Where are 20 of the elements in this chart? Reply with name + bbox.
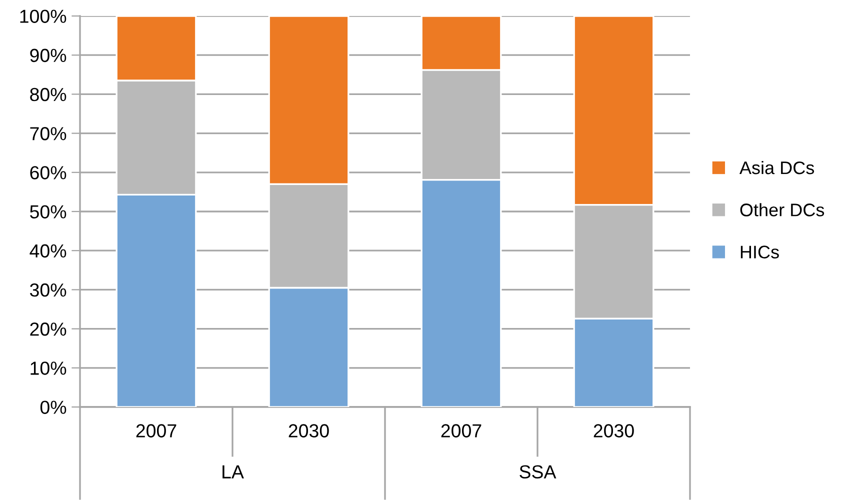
y-tick-label: 40% [30, 244, 66, 258]
legend-label: HICs [740, 246, 779, 258]
y-tick-label: 50% [30, 205, 66, 218]
x-tick-label: 2030 [288, 424, 329, 438]
y-tick-label: 100% [20, 10, 66, 23]
y-tick-label: 10% [30, 362, 66, 375]
x-tick-label: 2030 [594, 424, 634, 438]
x-tick-label: 2007 [441, 424, 482, 438]
legend-label: Asia DCs [739, 160, 814, 174]
y-tick-label: 30% [30, 283, 66, 297]
text: LA [222, 465, 244, 478]
y-tick-label: 90% [30, 48, 66, 62]
x-tick-label: 2007 [136, 424, 176, 438]
text: SSA [520, 465, 556, 479]
y-tick-label: 20% [30, 322, 66, 336]
y-tick-label: 0% [40, 400, 66, 414]
legend-label: Other DCs [740, 203, 824, 216]
y-tick-label: 60% [30, 166, 66, 180]
y-tick-label: 80% [30, 88, 66, 102]
y-tick-label: 70% [30, 127, 66, 140]
